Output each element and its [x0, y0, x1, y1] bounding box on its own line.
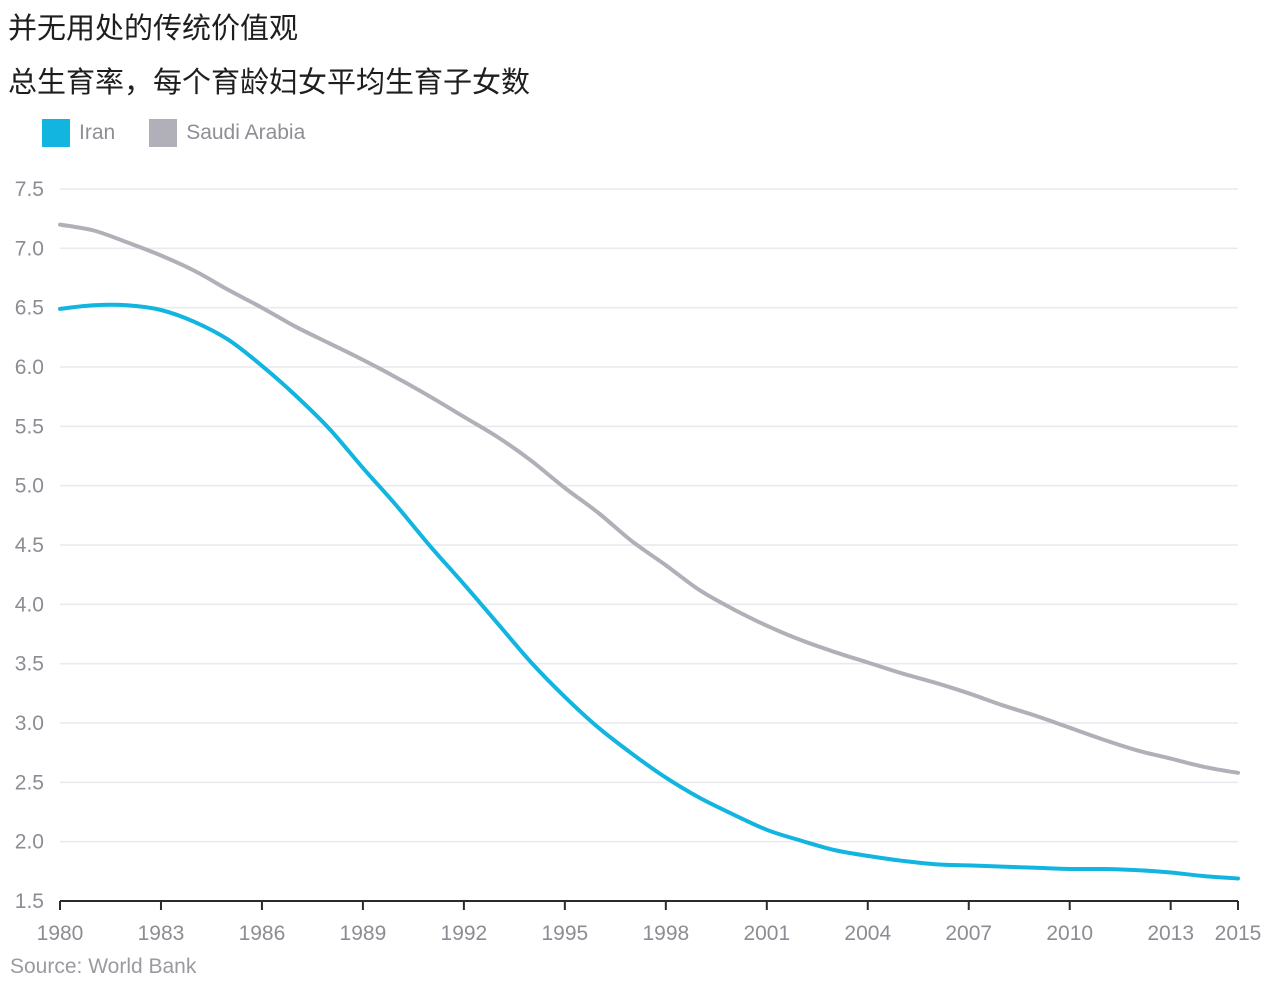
chart-subtitle: 总生育率，每个育龄妇女平均生育子女数	[8, 65, 531, 99]
y-tick-label: 5.0	[15, 475, 44, 498]
x-tick-label: 1983	[138, 922, 185, 945]
y-tick-label: 2.0	[15, 831, 44, 854]
chart-legend: Iran Saudi Arabia	[42, 118, 339, 148]
y-tick-label: 6.0	[15, 356, 44, 379]
y-tick-label: 4.0	[15, 593, 44, 616]
y-tick-label: 3.5	[15, 653, 44, 676]
legend-item-iran: Iran	[42, 119, 115, 147]
y-tick-label: 2.5	[15, 771, 44, 794]
series-lines	[58, 222, 1240, 881]
x-tick-label: 1992	[441, 922, 488, 945]
x-tick-label: 2007	[945, 922, 992, 945]
y-tick-label: 7.0	[15, 237, 44, 260]
y-tick-label: 5.5	[15, 415, 44, 438]
legend-label-iran: Iran	[79, 121, 116, 144]
x-tick-label: 2013	[1147, 922, 1194, 945]
y-tick-label: 6.5	[15, 297, 44, 320]
x-tick-label: 1980	[37, 922, 84, 945]
x-tick-label: 1998	[642, 922, 689, 945]
legend-swatch-saudi-arabia	[149, 119, 178, 147]
x-tick-label: 1986	[239, 922, 286, 945]
y-tick-label: 3.0	[15, 712, 44, 735]
y-tick-label: 7.5	[15, 178, 44, 201]
x-tick-label: 1995	[541, 922, 588, 945]
source-note: Source: World Bank	[10, 955, 197, 978]
y-tick-label: 4.5	[15, 534, 44, 557]
x-tick-label: 1989	[340, 922, 387, 945]
x-tick-label: 2015	[1215, 922, 1262, 945]
y-axis-labels: 1.5 2.0 2.5 3.0 3.5 4.0 4.5 5.0 5.5 6.0 6.5 7.0 7.5	[15, 178, 44, 913]
legend-item-saudi-arabia: Saudi Arabia	[149, 119, 305, 147]
x-tick-label: 2010	[1046, 922, 1093, 945]
x-tick-label: 2004	[844, 922, 891, 945]
x-tick-label: 2001	[743, 922, 790, 945]
y-tick-label: 1.5	[15, 890, 44, 913]
series-line-saudi-arabia	[58, 222, 1240, 775]
grid-lines	[60, 188, 1238, 843]
legend-swatch-iran	[42, 119, 70, 147]
chart-title: 并无用处的传统价值观	[8, 11, 299, 45]
x-axis: 1980 1983 1986 1989 1992 1995 1998 2001 2004 2007…	[37, 900, 1262, 945]
series-line-iran	[58, 302, 1240, 881]
legend-label-saudi-arabia: Saudi Arabia	[186, 121, 306, 144]
